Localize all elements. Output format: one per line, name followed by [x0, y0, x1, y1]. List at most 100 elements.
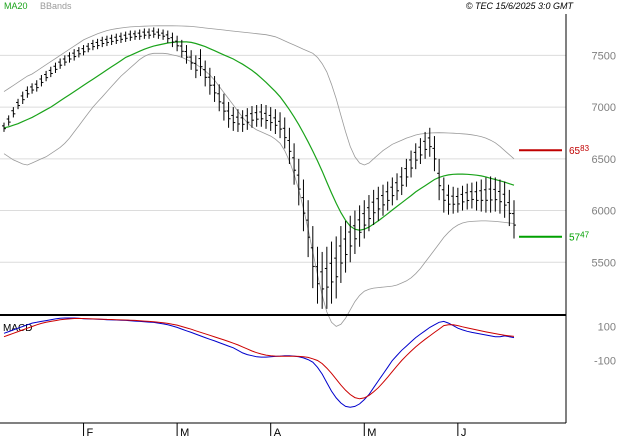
price-bar [418, 138, 423, 164]
price-bar [451, 186, 456, 214]
price-bar [48, 66, 53, 78]
price-bar [175, 35, 180, 52]
price-bar [488, 176, 493, 213]
price-bar [62, 55, 67, 66]
macd-axis-ticks: 100 -100 [594, 322, 616, 368]
price-bar [6, 115, 11, 126]
price-bar [193, 55, 198, 79]
price-bar [86, 42, 91, 53]
price-bar [423, 131, 428, 159]
price-bar [469, 182, 474, 209]
price-bar [249, 106, 254, 128]
price-bar [282, 117, 287, 149]
price-grid [0, 54, 566, 263]
price-bar [315, 246, 320, 304]
price-bar [189, 50, 194, 70]
price-bar [2, 122, 6, 132]
price-bar [104, 35, 109, 47]
price-bar [301, 179, 306, 232]
price-bar [20, 91, 25, 104]
bbands-lower-line [3, 52, 515, 327]
price-bar [184, 45, 189, 64]
macd-series [3, 317, 515, 408]
price-bar [376, 186, 381, 221]
price-bar [352, 210, 357, 254]
price-bar [147, 28, 152, 39]
price-bar [348, 215, 353, 263]
price-bar [460, 185, 465, 211]
macd-tick-label: -100 [594, 356, 616, 368]
price-tick-label: 7000 [592, 102, 616, 114]
price-bar [161, 29, 166, 40]
legend: MA20 BBands [4, 1, 72, 11]
price-axis-ticks: 7500 7000 6500 6000 5500 [592, 50, 616, 269]
support-level-label: 5747 [569, 231, 590, 244]
price-bar [44, 70, 49, 82]
price-bar [212, 76, 217, 102]
price-bar [474, 181, 479, 211]
price-tick-label: 5500 [592, 257, 616, 269]
price-series [3, 25, 515, 327]
price-bar [385, 181, 390, 211]
macd-panel: MACD 100-100 [3, 317, 616, 408]
price-bar [259, 104, 264, 127]
price-bar [399, 167, 404, 196]
price-bar [390, 177, 395, 206]
price-bar [324, 246, 329, 309]
price-levels: 6583 5747 [519, 144, 590, 244]
price-bar [226, 101, 231, 128]
signal-line [3, 318, 515, 400]
price-bar [441, 177, 446, 213]
level-label-main: 65 [569, 146, 581, 157]
month-label: A [274, 427, 282, 439]
price-bar [455, 187, 460, 213]
price-bar [231, 107, 236, 131]
price-bar [76, 47, 81, 58]
price-bars [2, 27, 516, 309]
price-bar [207, 67, 212, 95]
price-bar [58, 58, 63, 69]
price-bar [362, 200, 367, 239]
price-bar [465, 183, 470, 210]
price-bar [432, 136, 437, 172]
price-bar [502, 181, 507, 218]
price-bar [16, 98, 21, 110]
price-bar [221, 93, 226, 121]
price-bar [156, 28, 161, 39]
price-bar [343, 220, 348, 273]
month-label: F [87, 427, 94, 439]
price-bar [11, 107, 16, 118]
price-bar [100, 36, 105, 48]
price-bar [245, 108, 250, 130]
price-bar [254, 105, 259, 127]
price-bar [34, 80, 39, 92]
price-bar [170, 32, 175, 48]
legend-ma20-label: MA20 [4, 1, 28, 11]
price-bar [268, 107, 273, 131]
price-bar [329, 241, 334, 304]
price-bar [483, 177, 488, 213]
price-bar [128, 30, 133, 41]
level-label-sup: 83 [580, 144, 589, 153]
price-bar [264, 105, 269, 129]
ma20-line [3, 41, 515, 231]
price-bar [240, 110, 245, 132]
price-bar [30, 83, 35, 94]
legend-bbands-label: BBands [40, 1, 72, 11]
price-bar [479, 179, 484, 212]
price-bar [217, 84, 222, 112]
price-bar [437, 158, 442, 201]
price-bar [90, 39, 95, 51]
price-bar [512, 200, 516, 239]
price-bar [310, 226, 315, 289]
price-bar [198, 49, 203, 77]
price-bar [278, 112, 283, 139]
price-bar [142, 28, 147, 39]
price-tick-label: 7500 [592, 50, 616, 62]
macd-tick-label: 100 [598, 322, 616, 334]
copyright-text: © TEC 15/6/2025 3:0 GMT [466, 1, 575, 11]
price-bar [306, 200, 311, 258]
price-bar [413, 143, 418, 170]
